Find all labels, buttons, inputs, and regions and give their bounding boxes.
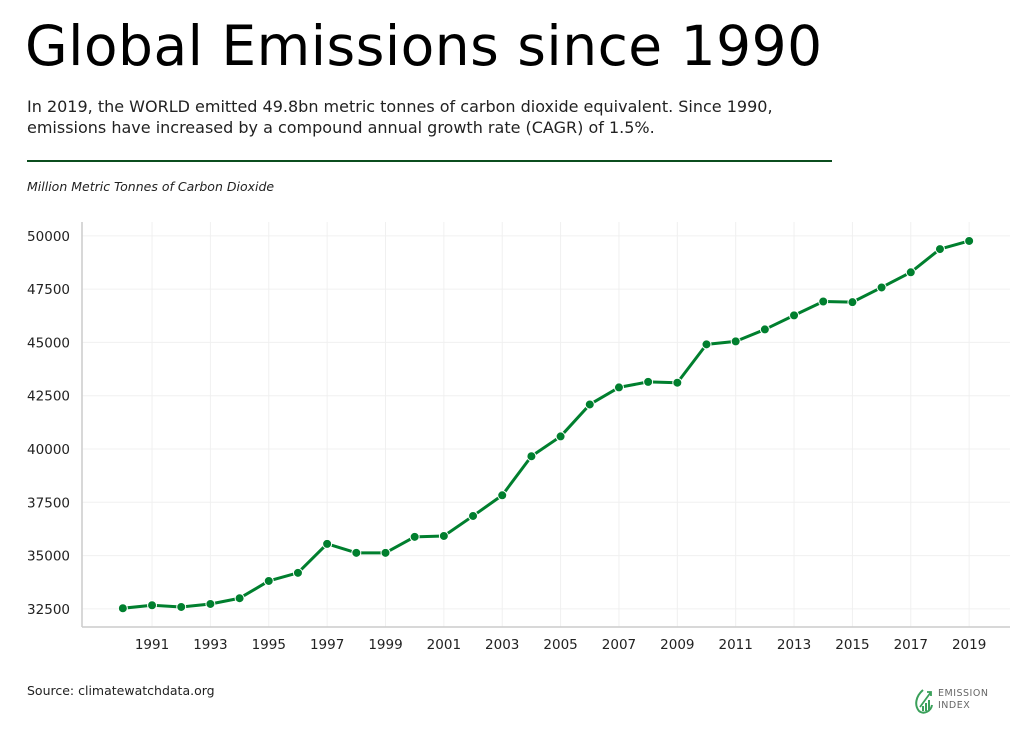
data-point xyxy=(526,451,537,462)
data-point xyxy=(205,598,216,609)
x-tick-label: 2013 xyxy=(777,637,811,653)
x-tick-label: 1991 xyxy=(135,637,169,653)
data-point xyxy=(409,531,420,542)
data-point xyxy=(964,235,975,246)
data-point xyxy=(292,567,303,578)
data-point xyxy=(876,282,887,293)
data-point xyxy=(672,377,683,388)
emissions-line xyxy=(122,239,970,610)
y-tick-label: 35000 xyxy=(27,549,70,565)
chart-title: Global Emissions since 1990 xyxy=(25,14,823,78)
data-point xyxy=(322,538,333,549)
x-tick-label: 2019 xyxy=(952,637,986,653)
data-point xyxy=(613,382,624,393)
x-tick-label: 1993 xyxy=(193,637,227,653)
x-tick-label: 2007 xyxy=(602,637,636,653)
data-point xyxy=(701,339,712,350)
x-tick-label: 2017 xyxy=(894,637,928,653)
x-tick-label: 2011 xyxy=(719,637,753,653)
source-note: Source: climatewatchdata.org xyxy=(27,683,215,698)
y-tick-label: 37500 xyxy=(27,495,70,511)
data-point xyxy=(643,376,654,387)
data-point xyxy=(351,547,362,558)
emission-index-logo: EMISSION INDEX xyxy=(914,687,994,717)
data-point xyxy=(730,336,741,347)
data-point xyxy=(905,267,916,278)
data-point xyxy=(438,530,449,541)
data-point xyxy=(263,575,274,586)
y-tick-label: 42500 xyxy=(27,389,70,405)
y-tick-label: 40000 xyxy=(27,442,70,458)
x-tick-label: 1995 xyxy=(252,637,286,653)
x-tick-label: 2001 xyxy=(427,637,461,653)
data-point xyxy=(584,399,595,410)
data-point xyxy=(147,600,158,611)
logo-line2: INDEX xyxy=(938,700,971,711)
chart-subtitle: In 2019, the WORLD emitted 49.8bn metric… xyxy=(27,97,773,137)
y-tick-label: 47500 xyxy=(27,282,70,298)
x-tick-label: 1999 xyxy=(368,637,402,653)
x-tick-label: 2005 xyxy=(543,637,577,653)
data-point xyxy=(234,593,245,604)
x-tick-label: 2015 xyxy=(835,637,869,653)
x-tick-label: 2003 xyxy=(485,637,519,653)
y-tick-label: 50000 xyxy=(27,229,70,245)
logo-leaf-icon xyxy=(915,689,933,714)
data-point xyxy=(380,547,391,558)
logo-line1: EMISSION xyxy=(938,688,989,699)
data-point xyxy=(117,603,128,614)
y-tick-label: 45000 xyxy=(27,335,70,351)
logo-text: EMISSION INDEX xyxy=(938,688,988,712)
data-point xyxy=(497,490,508,501)
data-point xyxy=(176,601,187,612)
data-point xyxy=(818,296,829,307)
data-point xyxy=(555,431,566,442)
divider xyxy=(27,160,832,162)
y-axis-label: Million Metric Tonnes of Carbon Dioxide xyxy=(27,179,275,194)
x-tick-label: 2009 xyxy=(660,637,694,653)
data-point xyxy=(468,510,479,521)
data-point xyxy=(934,244,945,255)
x-tick-label: 1997 xyxy=(310,637,344,653)
data-point xyxy=(789,310,800,321)
data-point xyxy=(847,297,858,308)
data-point xyxy=(759,324,770,335)
y-tick-label: 32500 xyxy=(27,602,70,618)
